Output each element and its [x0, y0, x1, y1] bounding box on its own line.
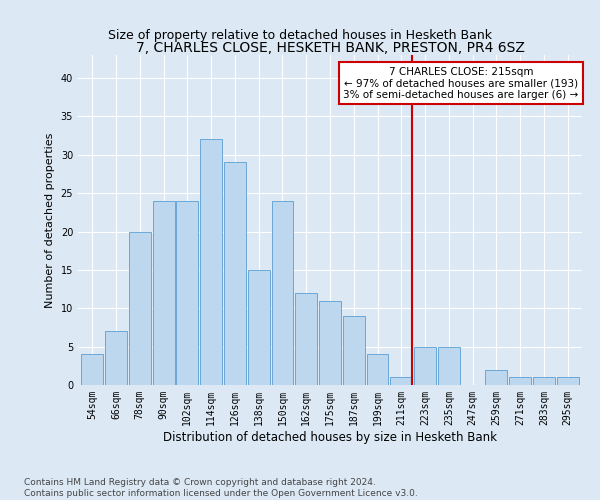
- Text: 7 CHARLES CLOSE: 215sqm
← 97% of detached houses are smaller (193)
3% of semi-de: 7 CHARLES CLOSE: 215sqm ← 97% of detache…: [343, 66, 578, 100]
- Bar: [391, 378, 412, 385]
- Bar: [272, 201, 293, 385]
- Bar: [343, 316, 365, 385]
- Bar: [105, 332, 127, 385]
- Bar: [509, 378, 531, 385]
- Bar: [176, 201, 198, 385]
- Bar: [82, 354, 103, 385]
- Bar: [557, 378, 578, 385]
- Bar: [533, 378, 555, 385]
- Text: Size of property relative to detached houses in Hesketh Bank: Size of property relative to detached ho…: [108, 30, 492, 43]
- Bar: [152, 201, 175, 385]
- Bar: [295, 293, 317, 385]
- Y-axis label: Number of detached properties: Number of detached properties: [45, 132, 55, 308]
- Bar: [367, 354, 388, 385]
- Text: Contains HM Land Registry data © Crown copyright and database right 2024.
Contai: Contains HM Land Registry data © Crown c…: [24, 478, 418, 498]
- Bar: [319, 300, 341, 385]
- Bar: [248, 270, 269, 385]
- Bar: [414, 346, 436, 385]
- Bar: [438, 346, 460, 385]
- Bar: [200, 140, 222, 385]
- X-axis label: Distribution of detached houses by size in Hesketh Bank: Distribution of detached houses by size …: [163, 430, 497, 444]
- Bar: [485, 370, 508, 385]
- Bar: [224, 162, 246, 385]
- Title: 7, CHARLES CLOSE, HESKETH BANK, PRESTON, PR4 6SZ: 7, CHARLES CLOSE, HESKETH BANK, PRESTON,…: [136, 41, 524, 55]
- Bar: [129, 232, 151, 385]
